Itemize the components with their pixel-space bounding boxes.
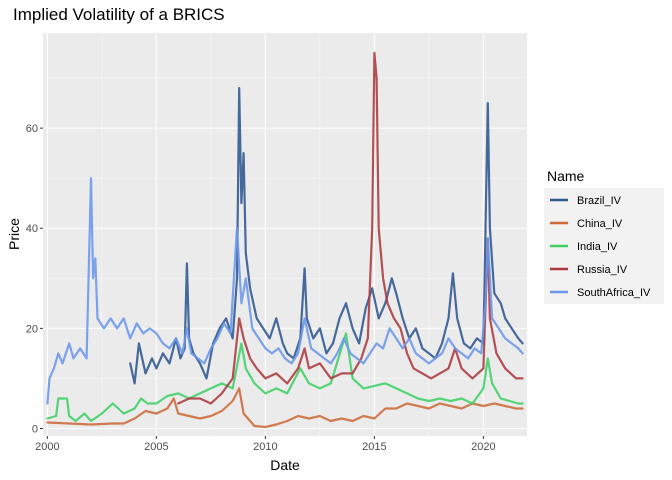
series-line-russia-iv (177, 51, 524, 405)
legend-label: Brazil_IV (577, 195, 622, 207)
series-line-brazil-iv (129, 86, 524, 385)
x-tick-label: 2015 (362, 441, 386, 453)
x-tick-label: 2020 (471, 441, 495, 453)
legend: Name Brazil_IV China_IV India_IV Russia_IV S… (544, 168, 664, 304)
legend-label: India_IV (577, 241, 618, 253)
legend-label: China_IV (577, 218, 623, 230)
y-tick-label: 20 (26, 323, 38, 335)
y-tick-label: 40 (26, 223, 38, 235)
y-axis-title: Price (6, 218, 22, 250)
series-line-china-iv (46, 387, 524, 429)
legend-label: SouthAfrica_IV (577, 287, 651, 299)
series-layer (46, 51, 524, 429)
x-axis: 2000 2005 2010 2015 2020 (35, 436, 496, 453)
x-tick-label: 2000 (35, 441, 59, 453)
legend-items: Brazil_IV China_IV India_IV Russia_IV SouthA… (550, 195, 651, 299)
plot-panel (43, 33, 527, 436)
x-tick-label: 2010 (253, 441, 277, 453)
grid-minor (43, 33, 527, 436)
legend-label: Russia_IV (577, 264, 628, 276)
y-axis: 0 20 40 60 (26, 123, 43, 435)
y-tick-label: 60 (26, 123, 38, 135)
x-axis-title: Date (270, 457, 300, 473)
y-tick-label: 0 (32, 423, 38, 435)
series-line-southafrica-iv (46, 177, 524, 405)
series-line-india-iv (46, 332, 524, 423)
chart-title: Implied Volatility of a BRICS (13, 5, 225, 24)
x-tick-label: 2005 (144, 441, 168, 453)
legend-title: Name (547, 168, 585, 184)
